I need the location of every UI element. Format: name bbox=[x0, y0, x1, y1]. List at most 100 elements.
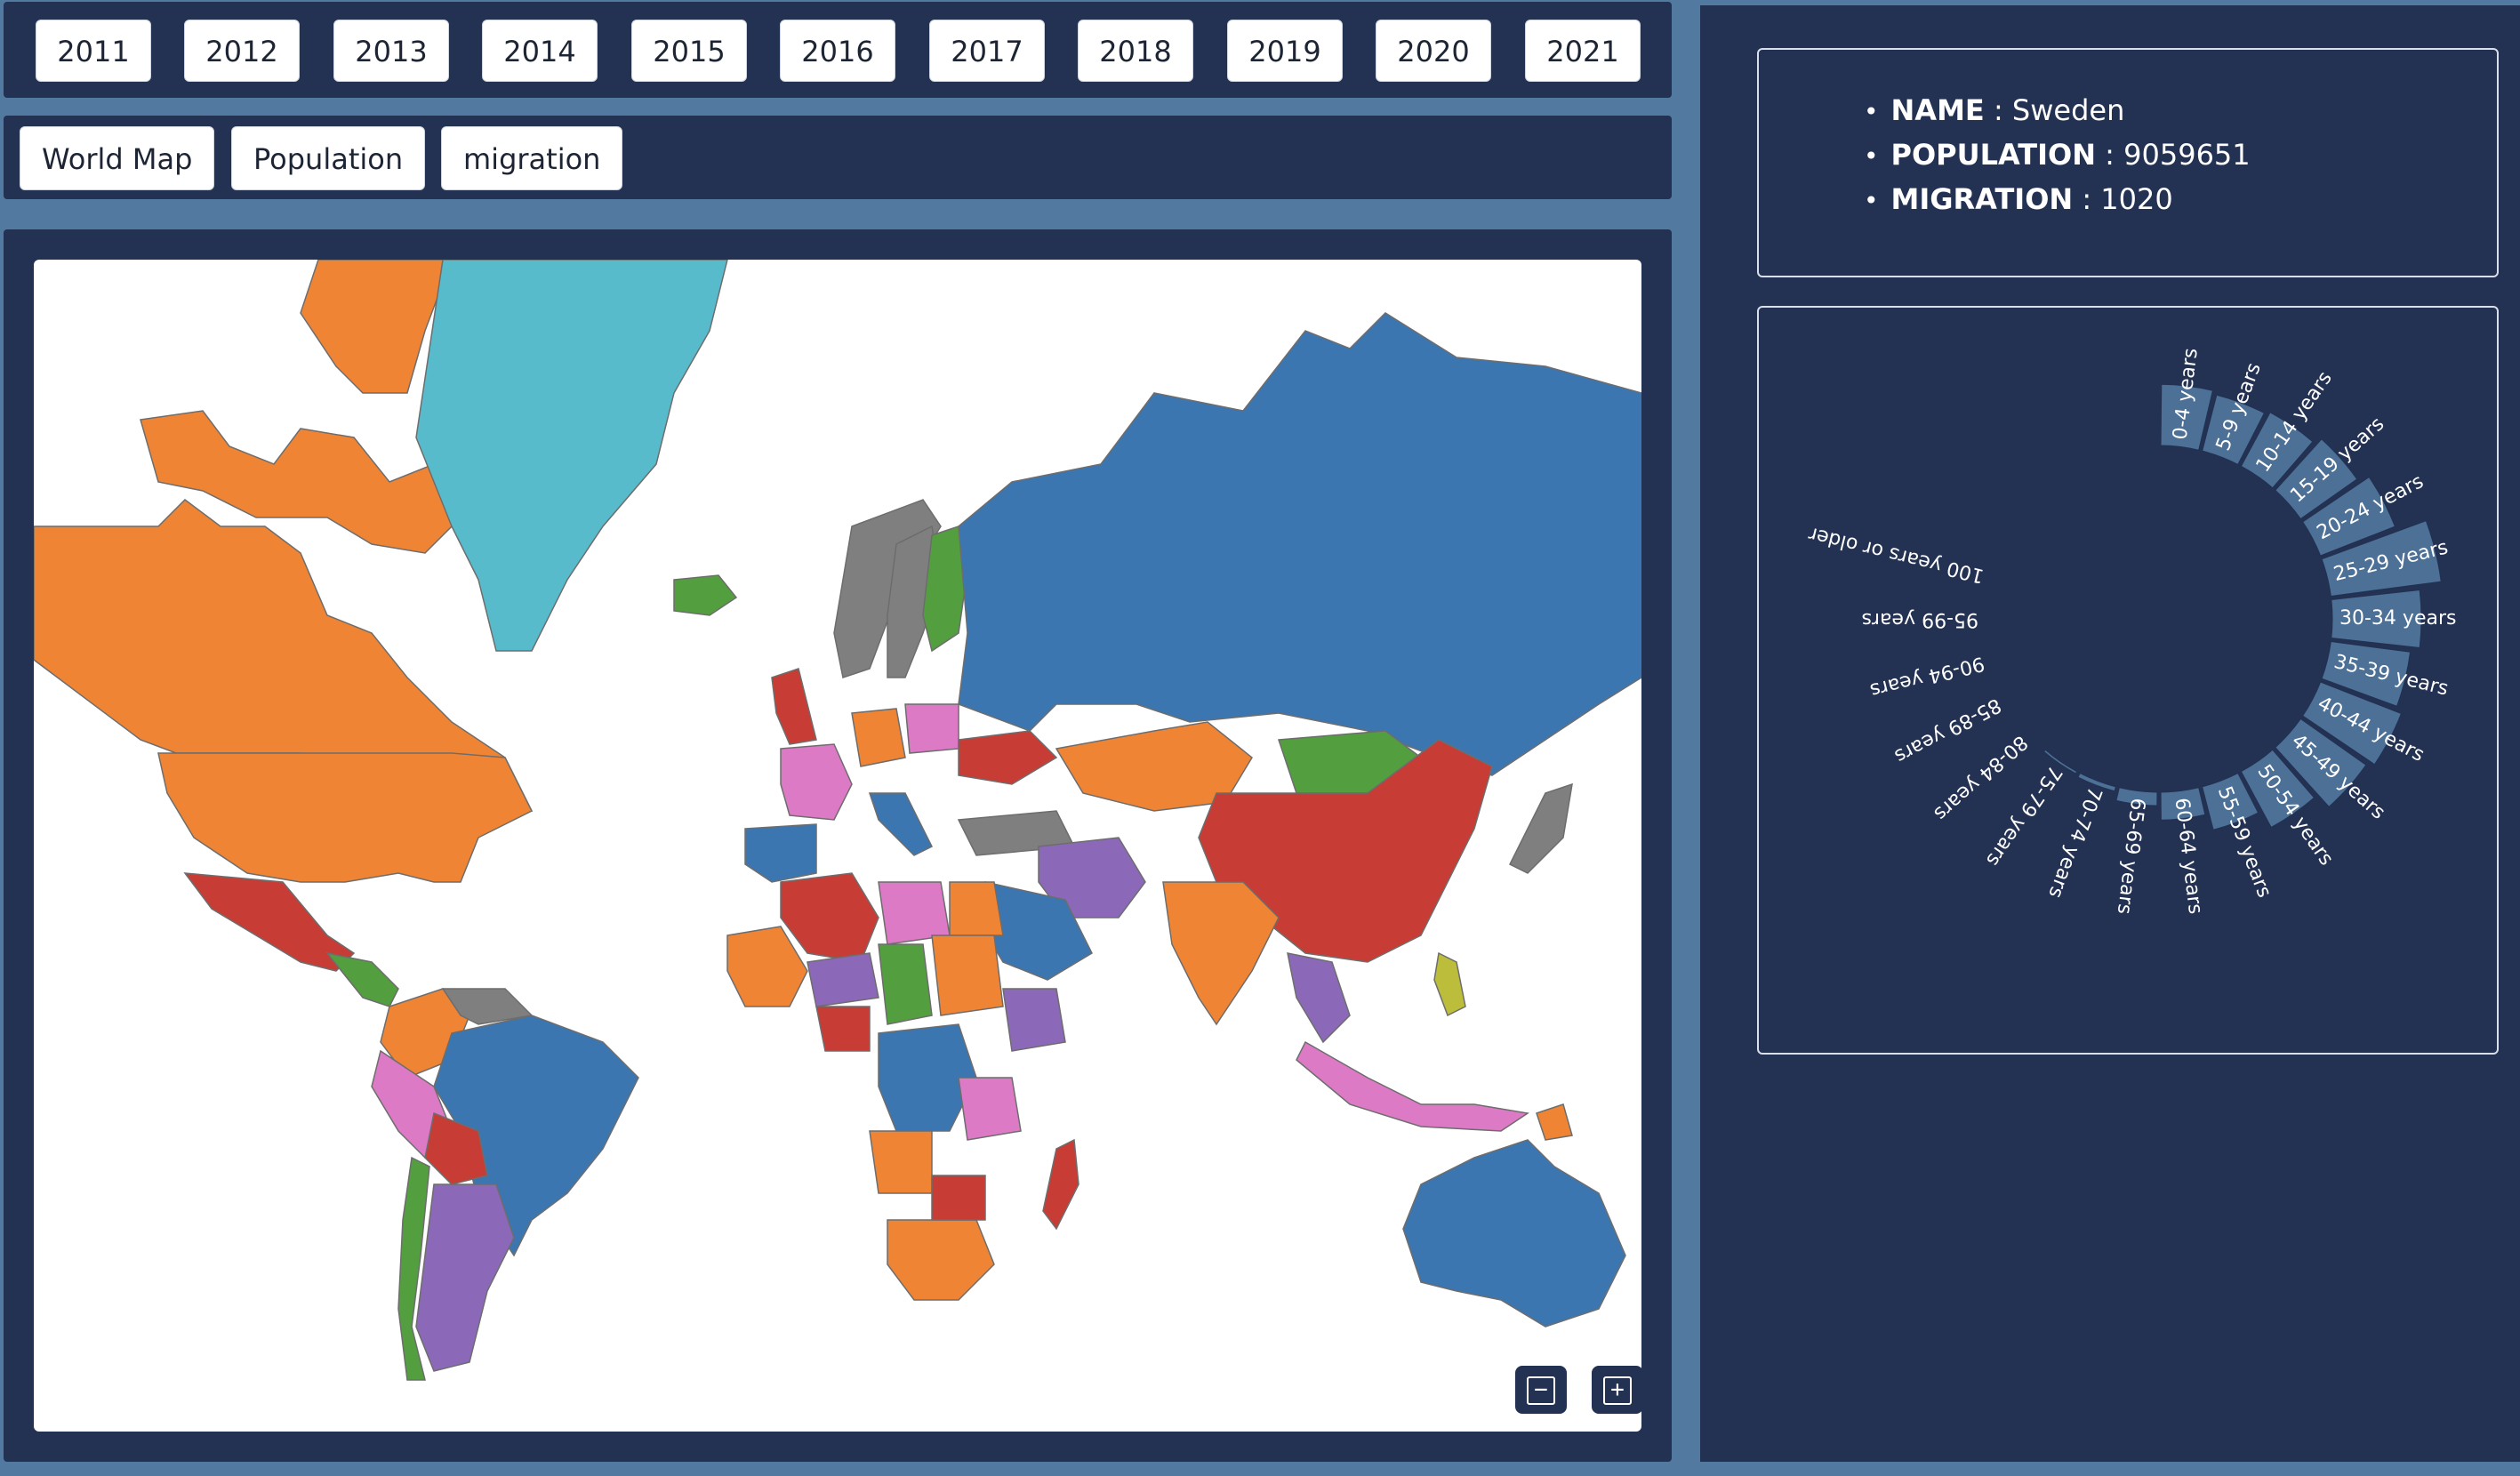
age-bar-3[interactable] bbox=[2275, 438, 2358, 520]
country-mexico[interactable] bbox=[183, 872, 356, 972]
age-bar-12[interactable] bbox=[2160, 787, 2206, 821]
country-southeast-asia[interactable] bbox=[1287, 952, 1351, 1044]
age-label-19: 95-99 years bbox=[1862, 608, 1978, 630]
country-bolivia[interactable] bbox=[424, 1111, 488, 1185]
zoom-in-icon: + bbox=[1603, 1376, 1632, 1405]
year-button-2016[interactable]: 2016 bbox=[780, 20, 895, 82]
map-panel: − + bbox=[4, 229, 1672, 1462]
country-sudan[interactable] bbox=[931, 935, 1004, 1016]
country-usa[interactable] bbox=[157, 752, 534, 883]
age-bar-9[interactable] bbox=[2275, 718, 2367, 808]
country-philippines[interactable] bbox=[1433, 951, 1466, 1017]
zoom-out-icon: − bbox=[1527, 1376, 1555, 1405]
year-button-2012[interactable]: 2012 bbox=[184, 20, 300, 82]
age-label-20: 100 years or older bbox=[1806, 522, 1986, 587]
info-migration-label: MIGRATION bbox=[1890, 182, 2074, 216]
year-button-2014[interactable]: 2014 bbox=[482, 20, 598, 82]
country-ethiopia[interactable] bbox=[1002, 988, 1066, 1052]
country-spain[interactable] bbox=[744, 823, 817, 883]
country-new-zealand[interactable] bbox=[1536, 1103, 1573, 1141]
country-niger[interactable] bbox=[807, 952, 879, 1007]
country-iran[interactable] bbox=[1038, 837, 1146, 918]
country-madagascar[interactable] bbox=[1042, 1138, 1079, 1231]
info-population-label: POPULATION bbox=[1890, 138, 2096, 172]
age-bar-1[interactable] bbox=[2202, 394, 2266, 466]
age-bar-2[interactable] bbox=[2240, 412, 2314, 489]
info-name-row: NAME : Sweden bbox=[1864, 89, 2251, 133]
age-bar-14[interactable] bbox=[2077, 772, 2116, 792]
age-bar-10[interactable] bbox=[2240, 749, 2315, 829]
view-selector-bar: World Map Population migration bbox=[4, 116, 1672, 199]
age-chart-box: 0-4 years 5-9 years 10-14 years 15-19 years… bbox=[1757, 306, 2499, 1055]
age-bar-15[interactable] bbox=[2042, 749, 2078, 774]
view-button-population[interactable]: Population bbox=[231, 126, 426, 190]
country-central-america[interactable] bbox=[325, 951, 399, 1007]
country-nigeria[interactable] bbox=[815, 1006, 871, 1052]
age-bar-4[interactable] bbox=[2301, 476, 2396, 557]
country-ukraine[interactable] bbox=[958, 730, 1058, 785]
country-algeria[interactable] bbox=[780, 872, 879, 963]
info-migration-row: MIGRATION : 1020 bbox=[1864, 178, 2251, 222]
view-button-migration[interactable]: migration bbox=[441, 126, 623, 190]
info-population-value: 9059651 bbox=[2123, 138, 2251, 172]
year-button-2017[interactable]: 2017 bbox=[929, 20, 1045, 82]
zoom-out-button[interactable]: − bbox=[1515, 1366, 1567, 1414]
country-poland[interactable] bbox=[904, 703, 959, 754]
year-button-2013[interactable]: 2013 bbox=[333, 20, 449, 82]
country-info-list: NAME : Sweden POPULATION : 9059651 MIGRA… bbox=[1864, 89, 2251, 222]
info-name-label: NAME bbox=[1890, 93, 1985, 127]
country-greenland[interactable] bbox=[415, 260, 728, 652]
country-japan[interactable] bbox=[1508, 782, 1573, 874]
world-map[interactable]: − + bbox=[34, 260, 1641, 1432]
country-tanzania[interactable] bbox=[958, 1077, 1022, 1141]
age-label-18: 90-94 years bbox=[1867, 652, 1986, 702]
age-bar-8[interactable] bbox=[2301, 681, 2403, 766]
age-label-17: 85-89 years bbox=[1890, 694, 2004, 767]
details-panel: NAME : Sweden POPULATION : 9059651 MIGRA… bbox=[1700, 5, 2520, 1462]
country-south-africa[interactable] bbox=[887, 1219, 995, 1301]
year-selector-bar: 2011 2012 2013 2014 2015 2016 2017 2018 2019 2020… bbox=[4, 2, 1672, 98]
age-bar-7[interactable] bbox=[2321, 640, 2412, 707]
country-india[interactable] bbox=[1162, 881, 1280, 1026]
age-bar-0[interactable] bbox=[2160, 383, 2214, 451]
world-map-canvas[interactable] bbox=[34, 260, 1641, 1432]
info-migration-value: 1020 bbox=[2100, 182, 2173, 216]
year-button-2021[interactable]: 2021 bbox=[1525, 20, 1641, 82]
age-bar-5[interactable] bbox=[2321, 520, 2442, 598]
age-bar-13[interactable] bbox=[2115, 787, 2158, 806]
zoom-in-button[interactable]: + bbox=[1592, 1366, 1641, 1414]
country-egypt[interactable] bbox=[949, 881, 1004, 936]
info-population-row: POPULATION : 9059651 bbox=[1864, 133, 2251, 178]
view-button-world-map[interactable]: World Map bbox=[20, 126, 215, 190]
country-uk[interactable] bbox=[771, 668, 817, 745]
age-label-14: 70-74 years bbox=[2043, 784, 2106, 902]
year-button-2019[interactable]: 2019 bbox=[1227, 20, 1343, 82]
country-west-africa[interactable] bbox=[726, 926, 808, 1007]
country-chad[interactable] bbox=[878, 943, 933, 1025]
age-label-6: 30-34 years bbox=[2339, 607, 2456, 630]
country-southern-africa[interactable] bbox=[931, 1175, 986, 1221]
country-drc[interactable] bbox=[878, 1023, 977, 1132]
info-name-value: Sweden bbox=[2011, 93, 2125, 127]
age-bar-11[interactable] bbox=[2202, 772, 2259, 830]
country-venezuela[interactable] bbox=[441, 988, 534, 1025]
country-indonesia[interactable] bbox=[1296, 1040, 1529, 1132]
country-australia[interactable] bbox=[1402, 1139, 1626, 1328]
country-chile[interactable] bbox=[397, 1156, 430, 1381]
country-info-box: NAME : Sweden POPULATION : 9059651 MIGRA… bbox=[1757, 48, 2499, 277]
country-iceland[interactable] bbox=[673, 574, 738, 616]
country-italy[interactable] bbox=[868, 792, 934, 856]
country-france[interactable] bbox=[780, 743, 853, 821]
year-button-2011[interactable]: 2011 bbox=[36, 20, 151, 82]
country-kazakhstan[interactable] bbox=[1055, 721, 1253, 812]
year-button-2020[interactable]: 2020 bbox=[1376, 20, 1491, 82]
country-germany[interactable] bbox=[851, 708, 906, 767]
country-angola[interactable] bbox=[869, 1130, 933, 1194]
age-label-13: 65-69 years bbox=[2113, 797, 2149, 916]
country-argentina[interactable] bbox=[415, 1183, 515, 1372]
year-button-2018[interactable]: 2018 bbox=[1078, 20, 1193, 82]
age-bar-6[interactable] bbox=[2331, 589, 2422, 649]
country-russia[interactable] bbox=[958, 312, 1641, 776]
year-button-2015[interactable]: 2015 bbox=[631, 20, 747, 82]
